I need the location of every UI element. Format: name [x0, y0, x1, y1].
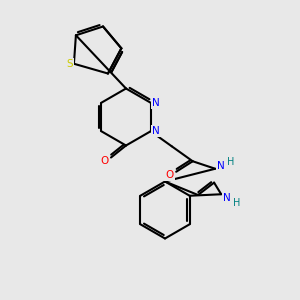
Text: O: O [100, 155, 109, 166]
Text: S: S [66, 59, 73, 69]
Text: N: N [217, 161, 224, 171]
Text: N: N [223, 193, 230, 203]
Text: N: N [152, 98, 160, 108]
Text: H: H [226, 157, 234, 167]
Text: N: N [152, 126, 160, 136]
Text: O: O [166, 170, 174, 180]
Text: H: H [232, 198, 240, 208]
